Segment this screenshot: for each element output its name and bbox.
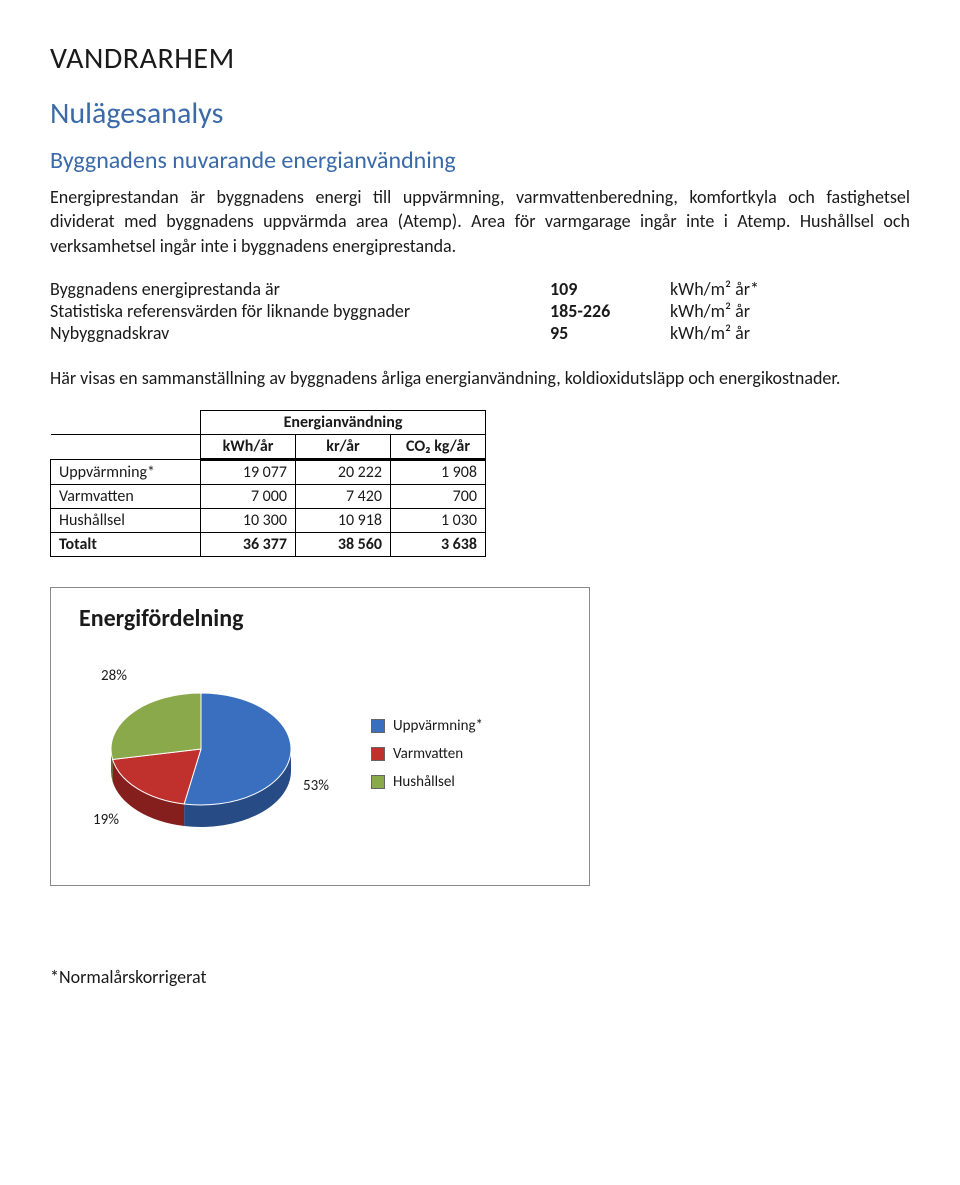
cell: 700 bbox=[391, 485, 486, 509]
legend-item: Hushållsel bbox=[371, 773, 483, 791]
footnote: *Normalårskorrigerat bbox=[50, 966, 910, 988]
pie-chart: 28% 53% 19% bbox=[71, 659, 331, 859]
table-row: Varmvatten7 0007 420700 bbox=[51, 485, 486, 509]
pie-slice-label: 19% bbox=[93, 811, 119, 829]
legend-swatch bbox=[371, 747, 385, 761]
stat-value: 185-226 bbox=[550, 300, 670, 322]
chart-title: Energifördelning bbox=[79, 604, 569, 633]
table-row: Hushållsel10 30010 9181 030 bbox=[51, 509, 486, 533]
stat-label: Statistiska referensvärden för liknande … bbox=[50, 300, 550, 322]
row-label: Uppvärmning* bbox=[51, 460, 201, 485]
cell: 20 222 bbox=[296, 460, 391, 485]
summary-paragraph: Här visas en sammanställning av byggnade… bbox=[50, 366, 910, 390]
table-title: Energianvändning bbox=[201, 411, 486, 435]
table-total-row: Totalt36 37738 5603 638 bbox=[51, 533, 486, 557]
subsection-heading: Byggnadens nuvarande energianvändning bbox=[50, 146, 910, 175]
energy-stats-block: Byggnadens energiprestanda är109kWh/m² å… bbox=[50, 278, 910, 344]
energy-usage-table: EnergianvändningkWh/årkr/årCO₂ kg/årUppv… bbox=[50, 410, 486, 557]
cell: 7 000 bbox=[201, 485, 296, 509]
row-label: Varmvatten bbox=[51, 485, 201, 509]
stat-unit: kWh/m² år bbox=[670, 300, 910, 322]
stat-value: 95 bbox=[550, 322, 670, 344]
stat-row: Nybyggnadskrav95kWh/m² år bbox=[50, 322, 910, 344]
stat-value: 109 bbox=[550, 278, 670, 300]
legend-swatch bbox=[371, 719, 385, 733]
cell: 1 030 bbox=[391, 509, 486, 533]
intro-paragraph: Energiprestandan är byggnadens energi ti… bbox=[50, 185, 910, 258]
cell: 10 918 bbox=[296, 509, 391, 533]
page-title: VANDRARHEM bbox=[50, 40, 910, 77]
stat-row: Statistiska referensvärden för liknande … bbox=[50, 300, 910, 322]
table-header: CO₂ kg/år bbox=[391, 435, 486, 460]
legend-item: Uppvärmning* bbox=[371, 717, 483, 735]
energy-distribution-chart: Energifördelning 28% 53% 19% Uppvärmning* V… bbox=[50, 587, 590, 886]
pie-slice-label: 28% bbox=[101, 667, 127, 685]
stat-label: Byggnadens energiprestanda är bbox=[50, 278, 550, 300]
chart-legend: Uppvärmning* Varmvatten Hushållsel bbox=[371, 717, 483, 801]
cell: 7 420 bbox=[296, 485, 391, 509]
cell: 10 300 bbox=[201, 509, 296, 533]
cell: 1 908 bbox=[391, 460, 486, 485]
row-label: Hushållsel bbox=[51, 509, 201, 533]
legend-label: Uppvärmning* bbox=[393, 717, 483, 735]
legend-label: Hushållsel bbox=[393, 773, 455, 791]
legend-swatch bbox=[371, 775, 385, 789]
cell: 19 077 bbox=[201, 460, 296, 485]
stat-unit: kWh/m² år bbox=[670, 322, 910, 344]
section-heading: Nulägesanalys bbox=[50, 95, 910, 132]
stat-unit: kWh/m² år* bbox=[670, 278, 910, 300]
table-row: Uppvärmning*19 07720 2221 908 bbox=[51, 460, 486, 485]
legend-label: Varmvatten bbox=[393, 745, 463, 763]
stat-row: Byggnadens energiprestanda är109kWh/m² å… bbox=[50, 278, 910, 300]
legend-item: Varmvatten bbox=[371, 745, 483, 763]
table-header: kr/år bbox=[296, 435, 391, 460]
stat-label: Nybyggnadskrav bbox=[50, 322, 550, 344]
table-header: kWh/år bbox=[201, 435, 296, 460]
pie-slice-label: 53% bbox=[303, 777, 329, 795]
